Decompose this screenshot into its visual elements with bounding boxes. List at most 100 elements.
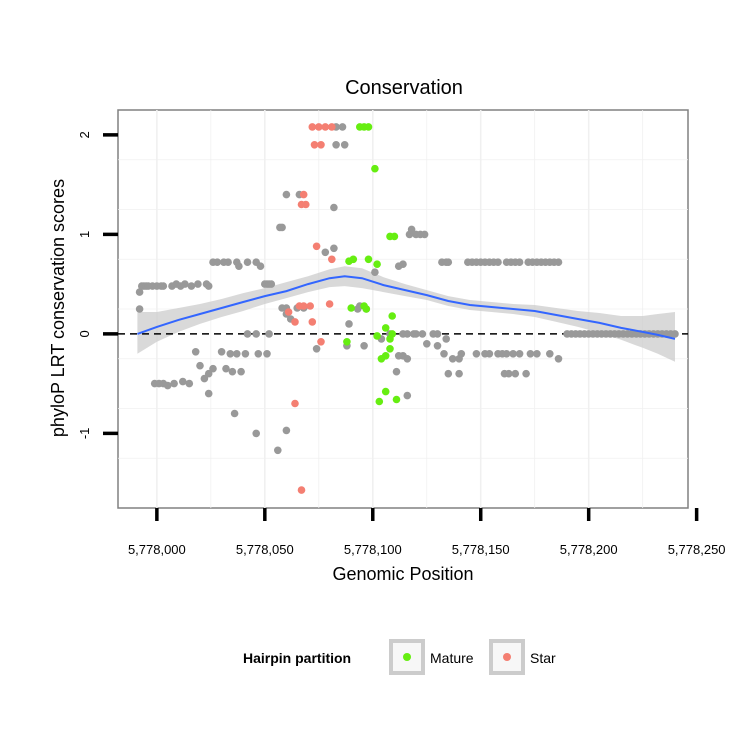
legend-label-mature: Mature <box>430 650 474 666</box>
point-star <box>284 308 293 316</box>
smooth-line <box>137 275 676 340</box>
point-other <box>254 350 263 358</box>
x-axis: 5,778,000 5,778,050 5,778,100 5,778,150 5,77… <box>128 508 726 557</box>
point-other <box>671 330 679 338</box>
point-other <box>360 342 368 350</box>
point-mature <box>364 123 373 131</box>
point-other <box>457 350 466 358</box>
point-other <box>263 350 271 358</box>
point-other <box>204 389 213 398</box>
confidence-band <box>137 266 675 362</box>
legend-marker-mature <box>403 653 411 661</box>
point-other <box>509 350 517 358</box>
point-other <box>179 377 187 386</box>
point-other <box>472 350 481 358</box>
x-tick-label: 5,778,100 <box>344 542 402 557</box>
point-star <box>291 318 299 326</box>
point-star <box>315 123 323 131</box>
point-other <box>403 355 412 363</box>
point-other <box>235 262 243 271</box>
point-other <box>340 141 349 149</box>
point-other <box>196 361 204 370</box>
point-other <box>554 258 563 267</box>
point-mature <box>349 255 358 264</box>
point-other <box>224 258 232 267</box>
point-other <box>243 330 252 338</box>
point-other <box>420 230 429 239</box>
y-axis-label: phyloP LRT conservation scores <box>48 179 68 437</box>
point-other <box>392 367 401 376</box>
point-mature <box>347 304 356 312</box>
point-star <box>302 200 310 209</box>
data-points <box>135 123 679 494</box>
y-tick-label: -1 <box>77 428 92 440</box>
point-other <box>185 379 194 388</box>
point-star <box>317 338 325 346</box>
x-tick-label: 5,778,250 <box>668 542 726 557</box>
point-other <box>194 280 202 288</box>
point-mature <box>381 324 390 332</box>
point-other <box>407 225 416 234</box>
point-other <box>345 320 353 328</box>
point-mature <box>373 260 381 269</box>
point-other <box>442 335 451 343</box>
point-other <box>200 374 209 383</box>
point-other <box>241 350 250 358</box>
point-other <box>412 330 420 338</box>
point-mature <box>381 387 390 396</box>
point-other <box>278 223 286 232</box>
point-other <box>181 280 189 288</box>
point-other <box>505 369 513 378</box>
y-tick-label: 0 <box>77 330 92 337</box>
point-mature <box>390 232 399 241</box>
point-mature <box>343 338 351 346</box>
point-mature <box>364 255 373 264</box>
point-other <box>135 305 144 313</box>
point-star <box>299 302 308 310</box>
point-star <box>308 318 317 326</box>
point-other <box>163 381 172 390</box>
point-mature <box>386 345 394 353</box>
point-other <box>433 330 442 338</box>
point-other <box>399 260 407 269</box>
point-mature <box>362 305 371 313</box>
point-other <box>233 350 241 358</box>
point-other <box>418 330 427 338</box>
x-tick-label: 5,778,200 <box>560 542 618 557</box>
point-mature <box>388 312 397 320</box>
point-star <box>308 123 317 131</box>
point-other <box>371 268 379 277</box>
point-other <box>330 203 338 212</box>
point-other <box>533 350 541 358</box>
point-other <box>440 350 448 358</box>
point-other <box>252 330 260 338</box>
point-other <box>282 190 291 199</box>
point-other <box>403 391 412 400</box>
point-other <box>338 123 347 131</box>
point-mature <box>388 330 397 338</box>
point-star <box>306 302 315 310</box>
point-other <box>274 446 282 455</box>
point-other <box>191 348 200 356</box>
point-other <box>213 258 222 267</box>
x-tick-label: 5,778,000 <box>128 542 186 557</box>
point-other <box>403 330 412 338</box>
point-other <box>433 342 442 350</box>
legend-label-star: Star <box>530 650 556 666</box>
point-other <box>554 355 563 363</box>
point-other <box>204 282 213 290</box>
point-star <box>328 123 336 131</box>
point-star <box>321 123 330 131</box>
point-other <box>330 244 338 253</box>
point-other <box>228 367 237 376</box>
x-tick-label: 5,778,050 <box>236 542 294 557</box>
point-other <box>135 288 144 296</box>
point-star <box>328 255 336 264</box>
point-other <box>265 330 273 338</box>
point-other <box>546 350 554 358</box>
point-other <box>444 369 453 378</box>
point-other <box>485 350 494 358</box>
point-mature <box>373 332 381 340</box>
point-other <box>226 350 235 358</box>
